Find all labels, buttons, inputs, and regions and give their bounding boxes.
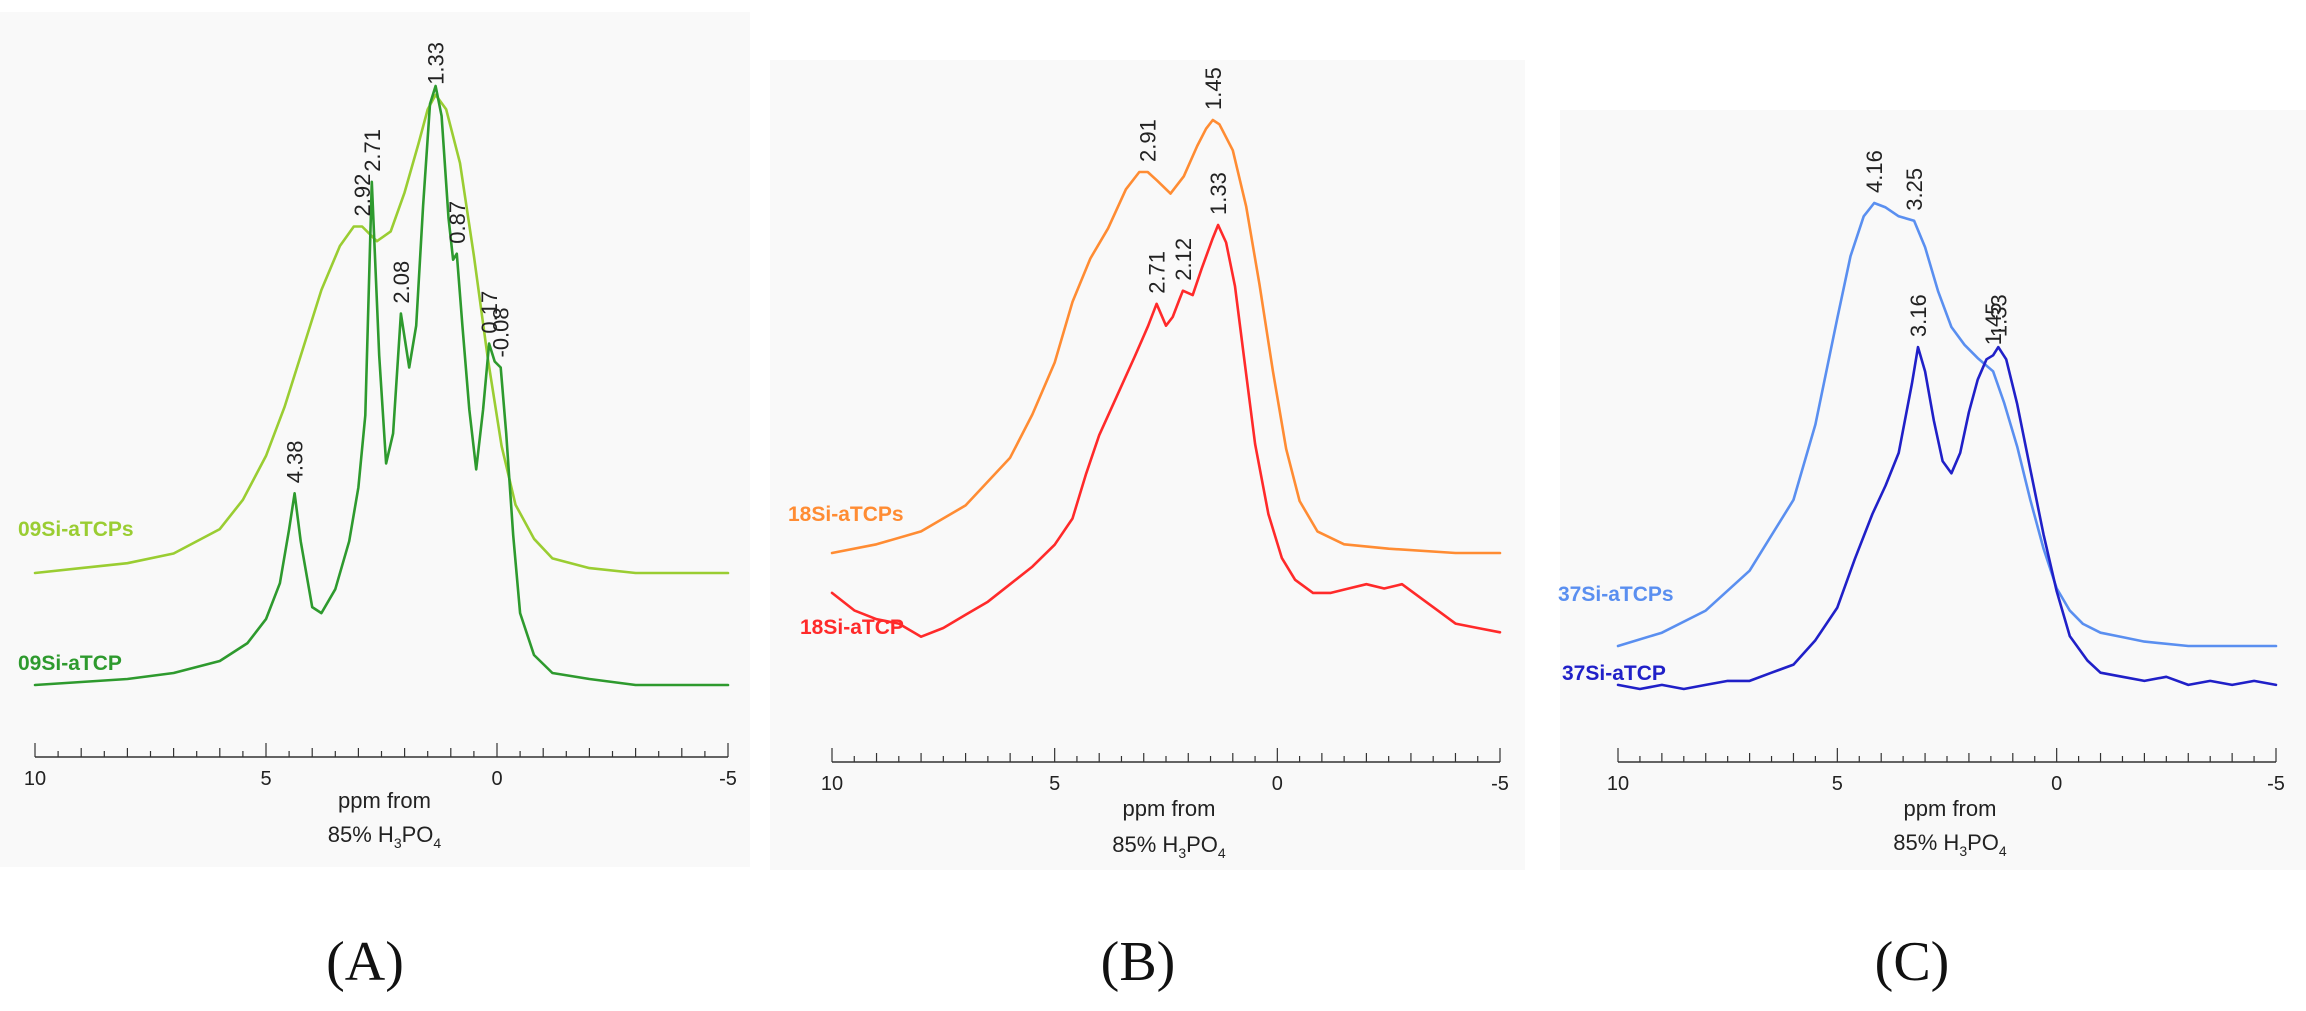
x-tick-label: 5 bbox=[260, 768, 271, 790]
peak-label: 1.45 bbox=[1201, 67, 1226, 110]
peak-label: 2.92 bbox=[350, 174, 375, 217]
peak-label: 1.33 bbox=[1206, 172, 1231, 215]
peak-label: 2.71 bbox=[1145, 251, 1170, 294]
peak-label: 4.38 bbox=[283, 440, 308, 483]
x-axis-title-reference: 85% H3PO4 bbox=[1893, 830, 2007, 859]
panel-letter: (A) bbox=[326, 931, 404, 993]
panel-letter: (B) bbox=[1101, 931, 1176, 993]
legend-label-37si-atcps: 37Si-aTCPs bbox=[1558, 583, 1674, 606]
panel-c-background bbox=[1560, 110, 2306, 870]
x-tick-label: -5 bbox=[719, 768, 737, 790]
legend-label-18si-atcps: 18Si-aTCPs bbox=[788, 503, 904, 526]
series-line-37si-atcps bbox=[1616, 201, 2278, 648]
x-tick-label: -5 bbox=[2267, 773, 2285, 795]
legend-label-18si-atcp: 18Si-aTCP bbox=[800, 616, 904, 639]
legend-label-09si-atcps: 09Si-aTCPs bbox=[18, 518, 134, 541]
series-line-09si-atcp bbox=[33, 84, 730, 687]
peak-label: 4.16 bbox=[1862, 150, 1887, 193]
peak-label: 2.12 bbox=[1171, 238, 1196, 281]
x-axis-title: ppm from bbox=[1904, 796, 1997, 821]
x-tick-label: 0 bbox=[1272, 773, 1283, 795]
peak-label: 0.17 bbox=[477, 291, 502, 334]
legend-label-37si-atcp: 37Si-aTCP bbox=[1562, 662, 1666, 685]
panel-letter: (C) bbox=[1875, 931, 1950, 993]
x-tick-label: 10 bbox=[1607, 773, 1629, 795]
peak-label: 1.33 bbox=[424, 42, 449, 85]
x-tick-label: 10 bbox=[24, 768, 46, 790]
peak-label: 0.87 bbox=[445, 201, 470, 244]
peak-label: 1.33 bbox=[1986, 294, 2011, 337]
peak-label: 2.91 bbox=[1136, 119, 1161, 162]
x-tick-label: 5 bbox=[1832, 773, 1843, 795]
series-line-37si-atcp bbox=[1616, 345, 2278, 691]
x-axis-title-reference: 85% H3PO4 bbox=[328, 822, 442, 851]
x-axis-title: ppm from bbox=[1123, 796, 1216, 821]
peak-label: 3.16 bbox=[1906, 294, 1931, 337]
series-line-09si-atcps bbox=[33, 93, 730, 575]
x-tick-label: 5 bbox=[1049, 773, 1060, 795]
peak-label: 3.25 bbox=[1902, 168, 1927, 211]
x-tick-label: 10 bbox=[821, 773, 843, 795]
x-tick-label: 0 bbox=[2051, 773, 2062, 795]
chart-panel-c: 10 5 0 -5 ppm from 85% H3PO4 37Si-aTCPs 37Si-aT… bbox=[1558, 150, 2285, 993]
peak-label: 1.45 bbox=[1981, 302, 2006, 345]
x-tick-label: 0 bbox=[491, 768, 502, 790]
x-tick-label: -5 bbox=[1491, 773, 1509, 795]
x-axis-title: ppm from bbox=[338, 788, 431, 813]
peak-label: -0.08 bbox=[489, 307, 514, 357]
peak-label: 2.08 bbox=[389, 261, 414, 304]
series-line-18si-atcp bbox=[830, 223, 1502, 638]
chart-panel-a: 10 5 0 -5 ppm from 85% H3PO4 09Si-aTCPs 09Si-aT… bbox=[18, 42, 737, 993]
x-axis-title-reference: 85% H3PO4 bbox=[1112, 832, 1226, 861]
legend-label-09si-atcp: 09Si-aTCP bbox=[18, 652, 122, 675]
panel-b-background bbox=[770, 60, 1525, 870]
panel-a-background bbox=[0, 12, 750, 867]
series-line-18si-atcps bbox=[830, 118, 1502, 555]
peak-label: 2.71 bbox=[360, 129, 385, 172]
chart-panel-b: 10 5 0 -5 ppm from 85% H3PO4 18Si-aTCPs 18Si-aT… bbox=[788, 67, 1509, 993]
